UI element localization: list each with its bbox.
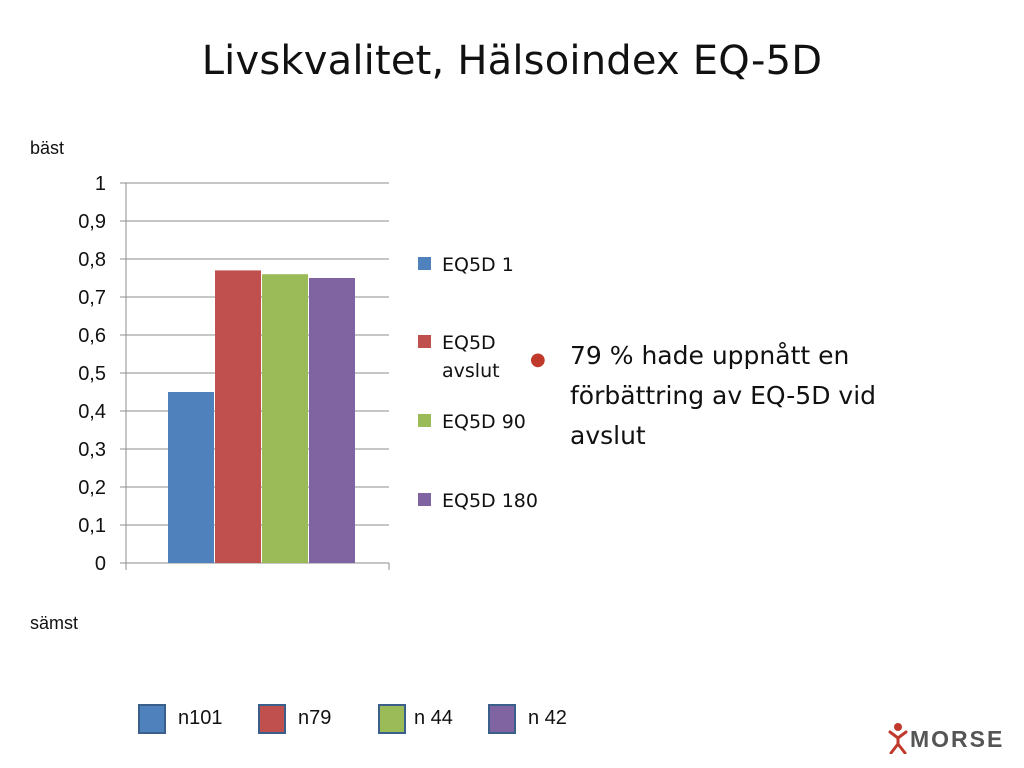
bar-chart: 0 0,1 0,2 0,3 0,4 0,5 0,6 0,7 0,8 0,9 1 EQ5D 1 EQ5D a…: [78, 173, 538, 575]
y-tick-label: 0,3: [78, 439, 106, 461]
y-tick-label: 0,9: [78, 211, 106, 233]
legend-label: EQ5D: [442, 332, 496, 354]
bar-4: [309, 278, 355, 563]
bar-3: [262, 274, 308, 563]
bullet-icon: ●: [530, 349, 546, 370]
y-tick-label: 0,5: [78, 363, 106, 385]
y-tick-label: 0,8: [78, 249, 106, 271]
y-tick-label: 0,4: [78, 401, 106, 423]
sample-size-label: n101: [178, 707, 223, 729]
bar-1: [168, 392, 214, 563]
y-tick-label: 1: [95, 173, 106, 195]
bullet-text: 79 % hade uppnått en förbättring av EQ-5…: [570, 341, 877, 450]
sample-size-label: n79: [298, 707, 332, 729]
slide-title: Livskvalitet, Hälsoindex EQ-5D: [201, 38, 823, 84]
legend-swatch: [418, 493, 431, 506]
legend-swatch: [418, 335, 431, 348]
y-tick-label: 0,6: [78, 325, 106, 347]
bottom-scale-label: sämst: [30, 613, 79, 633]
legend-label: avslut: [442, 360, 500, 382]
legend-label: EQ5D 1: [442, 254, 514, 276]
legend-label: EQ5D 90: [442, 411, 526, 433]
sample-size-swatch: [138, 704, 166, 734]
y-tick-label: 0,2: [78, 477, 106, 499]
sample-size-label: n 44: [414, 707, 453, 729]
top-scale-label: bäst: [30, 138, 65, 158]
y-tick-label: 0,7: [78, 287, 106, 309]
bar-2: [215, 270, 261, 563]
y-tick-label: 0: [95, 553, 106, 575]
person-logo-icon: [888, 723, 908, 754]
bullet-point: ● 79 % hade uppnått en förbättring av EQ…: [530, 336, 940, 456]
logo-text: MORSE: [910, 726, 1005, 752]
legend-swatch: [418, 257, 431, 270]
sample-size-swatch: [488, 704, 516, 734]
legend-swatch: [418, 414, 431, 427]
sample-size-label: n 42: [528, 707, 567, 729]
sample-size-swatch: [378, 704, 406, 734]
legend-label: EQ5D 180: [442, 490, 538, 512]
sample-size-swatch: [258, 704, 286, 734]
y-tick-label: 0,1: [78, 515, 106, 537]
